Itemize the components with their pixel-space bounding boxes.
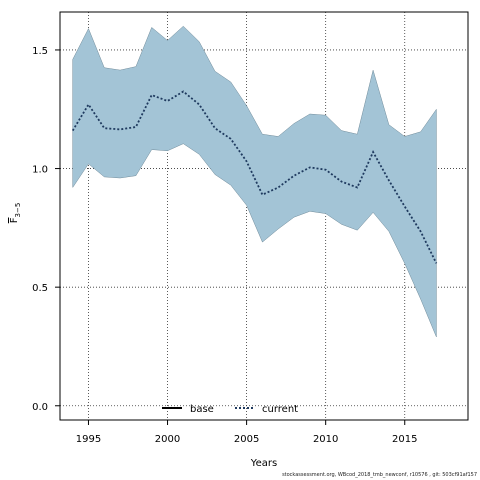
y-axis-title-main: F (9, 217, 20, 223)
y-axis-title-sub: 3−5 (14, 203, 22, 218)
legend-label-current: current (262, 404, 298, 415)
x-tick-label: 1995 (76, 434, 101, 445)
confidence-band-current (72, 25, 437, 338)
x-tick-label: 2015 (392, 434, 417, 445)
legend: base current (162, 404, 298, 415)
x-tick-label: 2005 (234, 434, 259, 445)
series-line-current (71, 90, 438, 264)
footer-credit: stockassessment.org, WBcod_2018_tmb_newc… (282, 472, 477, 478)
confidence-band-layer (72, 25, 437, 338)
legend-label-base: base (190, 404, 214, 415)
y-tick-label: 1.5 (32, 46, 48, 57)
y-axis: 0.0 0.5 1.0 1.5 (32, 46, 60, 413)
x-axis: 1995 2000 2005 2010 2015 (76, 420, 417, 445)
y-tick-label: 1.0 (32, 165, 48, 176)
x-tick-label: 2010 (313, 434, 338, 445)
x-tick-label: 2000 (155, 434, 180, 445)
plot-frame (59, 11, 469, 421)
x-axis-title: Years (250, 458, 277, 469)
y-tick-label: 0.0 (32, 402, 48, 413)
y-axis-title: F3−5 (9, 203, 22, 224)
svg-text:F3−5: F3−5 (9, 203, 22, 224)
series-layer (71, 90, 438, 264)
y-tick-label: 0.5 (32, 283, 48, 294)
